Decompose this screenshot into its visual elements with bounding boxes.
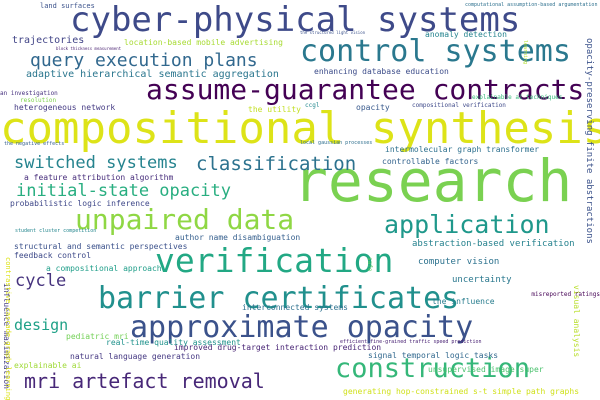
word-66: safe: [366, 257, 373, 272]
word-34: signal temporal logic tasks: [368, 351, 499, 360]
word-17: design: [14, 316, 69, 334]
word-19: location-based mobile advertising: [124, 38, 283, 47]
word-50: resolution: [20, 97, 57, 104]
word-6: approximate opacity: [130, 310, 474, 345]
word-59: learning: [522, 40, 528, 65]
word-26: controllable factors: [382, 157, 479, 166]
word-53: opacity: [356, 103, 390, 112]
word-7: verification: [155, 241, 394, 280]
word-51: the negative effects: [4, 141, 65, 147]
word-31: abstraction-based verification: [412, 239, 575, 249]
word-14: switched systems: [14, 153, 178, 173]
word-13: query execution plans: [30, 50, 258, 71]
word-37: explainable ai: [14, 361, 82, 370]
word-23: explainable ai techniques: [472, 94, 563, 101]
word-60: block thickness measurement: [56, 46, 122, 51]
word-21: enhancing database education: [314, 67, 449, 76]
word-16: cycle: [15, 271, 67, 291]
word-0: research: [293, 147, 573, 215]
word-4: assume-guarantee contracts: [146, 73, 585, 106]
word-54: the utility: [248, 105, 301, 114]
word-57: land surfaces: [40, 2, 95, 10]
word-30: structural and semantic perspectives: [14, 242, 188, 251]
word-24: opacity-preserving finite abstractions: [584, 38, 594, 244]
word-61: the structured light vision: [300, 30, 366, 35]
word-47: a compositional approach: [46, 264, 162, 273]
word-44: unsupervised image super: [428, 365, 544, 374]
word-45: influence maximization: [2, 283, 11, 389]
word-58: computational assumption-based argumenta…: [465, 2, 598, 8]
word-55: compositional verification: [412, 102, 506, 109]
word-28: probabilistic logic inference: [10, 199, 150, 208]
word-11: classification: [196, 153, 357, 175]
word-64: student cluster competition: [15, 228, 97, 234]
word-29: author name disambiguation: [175, 233, 301, 242]
word-41: interconnected systems: [242, 303, 348, 312]
word-2: cyber-physical systems: [70, 0, 521, 40]
word-22: anomaly detection: [425, 30, 507, 39]
word-40: visual analysis: [572, 285, 581, 358]
word-8: unpaired data: [75, 203, 295, 236]
word-15: initial-state opacity: [16, 181, 231, 201]
word-38: pediatric mri: [66, 332, 129, 341]
word-46: feedback control: [14, 251, 92, 260]
word-10: application: [384, 210, 550, 239]
word-3: control systems: [300, 34, 571, 69]
word-18: adaptive hierarchical semantic aggregati…: [26, 69, 279, 80]
word-36: natural language generation: [70, 352, 201, 361]
word-35: improved drug-target interaction predict…: [174, 343, 382, 352]
word-1: compositional synthesis: [0, 103, 600, 154]
word-32: uncertainty: [452, 275, 512, 285]
word-49: an investigation: [0, 90, 58, 97]
word-27: a feature attribution algorithm: [24, 173, 174, 182]
word-52: ccgl: [305, 102, 320, 109]
word-33: computer vision: [418, 257, 500, 267]
word-62: efficient fine-grained traffic speed pre…: [340, 339, 482, 345]
word-5: barrier certificates: [98, 281, 460, 316]
word-9: construction: [335, 353, 531, 384]
word-65: contrastive cascade graph learning: [4, 256, 12, 400]
word-42: the influence: [432, 297, 495, 306]
word-48: heterogeneous network: [14, 103, 116, 112]
word-20: trajectories: [12, 35, 85, 46]
word-63: misreported ratings: [531, 291, 600, 298]
word-25: intermolecular graph transformer: [385, 145, 540, 154]
word-56: local gaussian processes: [300, 140, 373, 146]
word-12: mri artefact removal: [24, 369, 265, 393]
word-43: generating hop-constrained s-t simple pa…: [343, 387, 580, 396]
word-39: real-time quality assessment: [106, 338, 241, 347]
